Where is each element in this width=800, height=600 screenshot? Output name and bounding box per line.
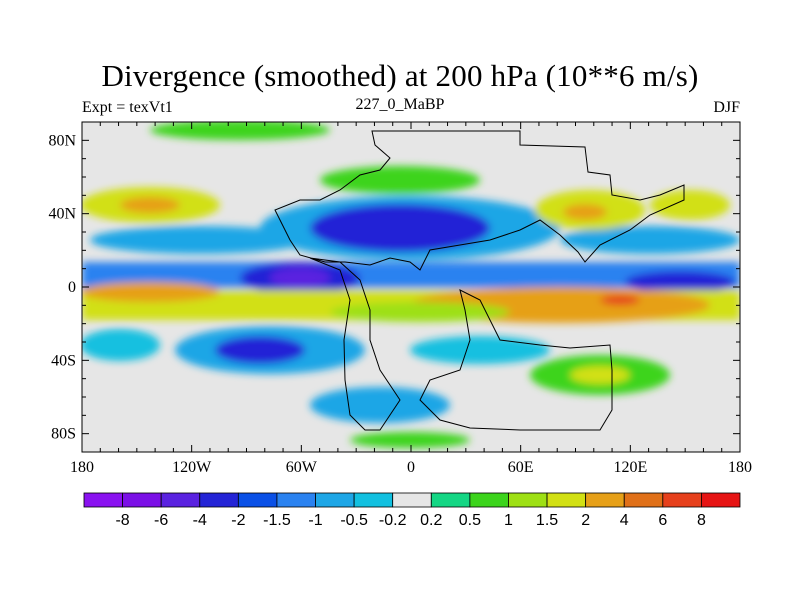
colorbar-label: -0.5 — [340, 512, 368, 529]
east-pacific-divergence — [82, 282, 220, 302]
colorbar-label: -4 — [193, 512, 207, 529]
colorbar-swatch — [199, 492, 239, 508]
colorbar-swatch — [83, 492, 123, 508]
x-tick-label: 60E — [508, 459, 534, 476]
southern-indian-divergence-core — [570, 366, 630, 384]
x-tick-label: 180 — [728, 459, 752, 476]
colorbar-label: -1 — [308, 512, 322, 529]
pacific-convergence-north — [90, 226, 310, 254]
y-tick-label: 0 — [68, 279, 76, 296]
y-tick-label: 40N — [48, 206, 76, 223]
colorbar-swatch — [237, 492, 278, 508]
colorbar-label: 1.5 — [536, 512, 558, 529]
x-tick-label: 120E — [613, 459, 647, 476]
y-axis: 80N 40N 0 40S 80S — [48, 132, 740, 443]
southern-convergence-core — [215, 336, 305, 364]
colorbar-label: 6 — [658, 512, 667, 529]
pacific-convergence-east — [625, 271, 735, 293]
colorbar-label: 1 — [504, 512, 513, 529]
colorbar-label: -2 — [231, 512, 245, 529]
colorbar: -8 -6 -4 -2 -1.5 -1 -0.5 -0.2 0.2 0.5 1 1.5 2 4 6 8 — [83, 492, 741, 529]
colorbar-label: 4 — [620, 512, 629, 529]
southern-atlantic-convergence — [410, 336, 550, 364]
colorbar-swatch — [546, 492, 587, 508]
colorbar-swatch — [623, 492, 664, 508]
map-title: Divergence (smoothed) at 200 hPa (10**6 … — [101, 58, 699, 93]
colorbar-label: 8 — [697, 512, 706, 529]
colorbar-swatch — [508, 492, 548, 508]
antarctic-convergence — [310, 387, 450, 423]
colorbar-swatch — [160, 492, 201, 508]
x-tick-label: 120W — [172, 459, 212, 476]
convergence-core — [270, 268, 330, 288]
colorbar-swatch — [469, 492, 509, 508]
colorbar-swatch — [122, 492, 162, 508]
season-label: DJF — [713, 99, 740, 116]
y-tick-label: 80N — [48, 132, 76, 149]
colorbar-swatch — [353, 492, 394, 508]
colorbar-label: -0.2 — [379, 512, 407, 529]
y-tick-label: 40S — [51, 352, 76, 369]
divergence-peak — [600, 295, 640, 305]
colorbar-label: 0.5 — [459, 512, 481, 529]
x-tick-label: 60W — [286, 459, 318, 476]
colorbar-swatch — [585, 492, 625, 508]
north-pacific-east-divergence — [650, 190, 730, 220]
atlantic-convergence-core — [310, 204, 490, 252]
atlantic-divergence — [330, 302, 510, 322]
experiment-label: Expt = texVt1 — [82, 99, 173, 116]
colorbar-swatch — [392, 492, 432, 508]
southern-convergence-west — [82, 329, 160, 361]
colorbar-label: -6 — [154, 512, 168, 529]
north-pacific-divergence-core — [120, 197, 180, 213]
polar-divergence-north — [150, 122, 330, 140]
colorbar-swatch — [276, 492, 316, 508]
colorbar-label: 0.2 — [420, 512, 442, 529]
x-tick-label: 0 — [407, 459, 415, 476]
x-axis: 180 120W 60W 0 60E 120E 180 — [70, 122, 752, 476]
colorbar-swatch — [701, 492, 741, 508]
colorbar-label: 2 — [581, 512, 590, 529]
divergence-field — [82, 122, 740, 452]
x-tick-label: 180 — [70, 459, 94, 476]
arctic-divergence — [320, 166, 480, 194]
west-pacific-convergence — [560, 226, 740, 254]
colorbar-label: -1.5 — [263, 512, 291, 529]
antarctic-divergence — [350, 432, 470, 448]
period-label: 227_0_MaBP — [355, 96, 445, 113]
colorbar-swatch — [315, 492, 355, 508]
asian-divergence-core — [563, 204, 607, 220]
colorbar-swatch — [430, 492, 471, 508]
y-tick-label: 80S — [51, 426, 76, 443]
colorbar-label: -8 — [115, 512, 129, 529]
colorbar-swatch — [662, 492, 702, 508]
